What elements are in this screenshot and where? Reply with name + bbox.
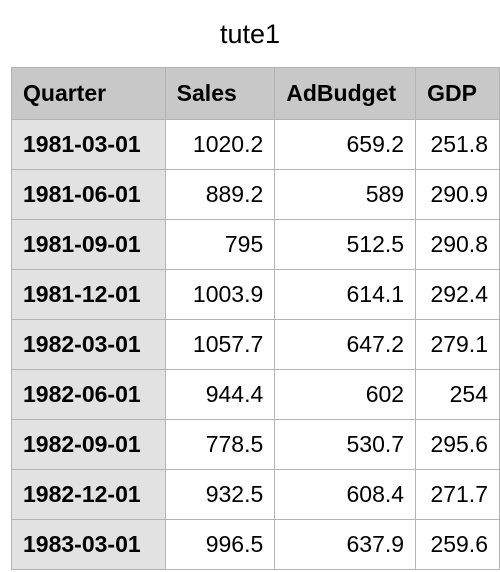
table-row: 1982-09-01 778.5 530.7 295.6	[11, 419, 500, 470]
table-row: 1981-09-01 795 512.5 290.8	[11, 219, 500, 270]
data-table-container: Quarter Sales AdBudget GDP 1981-03-01 102…	[11, 67, 500, 570]
cell-gdp[interactable]: 292.4	[415, 269, 500, 320]
cell-adbudget[interactable]: 602	[274, 369, 417, 420]
cell-quarter[interactable]: 1982-06-01	[11, 369, 166, 420]
cell-quarter[interactable]: 1981-06-01	[11, 169, 166, 220]
cell-adbudget[interactable]: 647.2	[274, 319, 417, 370]
cell-quarter[interactable]: 1981-12-01	[11, 269, 166, 320]
cell-sales[interactable]: 1020.2	[164, 119, 276, 170]
cell-gdp[interactable]: 279.1	[415, 319, 500, 370]
table-body: 1981-03-01 1020.2 659.2 251.8 1981-06-01 889.…	[11, 119, 500, 570]
cell-sales[interactable]: 944.4	[164, 369, 276, 420]
table-row: 1981-12-01 1003.9 614.1 292.4	[11, 269, 500, 320]
cell-quarter[interactable]: 1982-03-01	[11, 319, 166, 370]
cell-adbudget[interactable]: 530.7	[274, 419, 417, 470]
column-header-gdp[interactable]: GDP	[415, 67, 500, 120]
cell-gdp[interactable]: 271.7	[415, 469, 500, 520]
column-header-quarter[interactable]: Quarter	[11, 67, 166, 120]
cell-quarter[interactable]: 1982-12-01	[11, 469, 166, 520]
cell-sales[interactable]: 996.5	[164, 519, 276, 570]
table-row: 1982-06-01 944.4 602 254	[11, 369, 500, 420]
cell-gdp[interactable]: 251.8	[415, 119, 500, 170]
column-header-adbudget[interactable]: AdBudget	[274, 67, 417, 120]
cell-sales[interactable]: 1003.9	[164, 269, 276, 320]
cell-gdp[interactable]: 290.8	[415, 219, 500, 270]
cell-sales[interactable]: 932.5	[164, 469, 276, 520]
table-row: 1982-12-01 932.5 608.4 271.7	[11, 469, 500, 520]
cell-quarter[interactable]: 1981-09-01	[11, 219, 166, 270]
column-header-sales[interactable]: Sales	[164, 67, 276, 120]
cell-adbudget[interactable]: 637.9	[274, 519, 417, 570]
data-table: Quarter Sales AdBudget GDP 1981-03-01 102…	[11, 67, 500, 570]
cell-gdp[interactable]: 295.6	[415, 419, 500, 470]
table-row: 1981-03-01 1020.2 659.2 251.8	[11, 119, 500, 170]
table-row: 1981-06-01 889.2 589 290.9	[11, 169, 500, 220]
table-header: Quarter Sales AdBudget GDP	[11, 67, 500, 120]
cell-adbudget[interactable]: 512.5	[274, 219, 417, 270]
cell-sales[interactable]: 889.2	[164, 169, 276, 220]
cell-adbudget[interactable]: 608.4	[274, 469, 417, 520]
table-row: 1982-03-01 1057.7 647.2 279.1	[11, 319, 500, 370]
cell-gdp[interactable]: 259.6	[415, 519, 500, 570]
cell-sales[interactable]: 795	[164, 219, 276, 270]
cell-gdp[interactable]: 290.9	[415, 169, 500, 220]
cell-sales[interactable]: 778.5	[164, 419, 276, 470]
cell-quarter[interactable]: 1981-03-01	[11, 119, 166, 170]
cell-adbudget[interactable]: 659.2	[274, 119, 417, 170]
cell-adbudget[interactable]: 614.1	[274, 269, 417, 320]
table-title: tute1	[219, 19, 281, 49]
cell-quarter[interactable]: 1982-09-01	[11, 419, 166, 470]
table-row: 1983-03-01 996.5 637.9 259.6	[11, 519, 500, 570]
cell-adbudget[interactable]: 589	[274, 169, 417, 220]
cell-gdp[interactable]: 254	[415, 369, 500, 420]
cell-sales[interactable]: 1057.7	[164, 319, 276, 370]
cell-quarter[interactable]: 1983-03-01	[11, 519, 166, 570]
header-row: Quarter Sales AdBudget GDP	[11, 67, 500, 120]
